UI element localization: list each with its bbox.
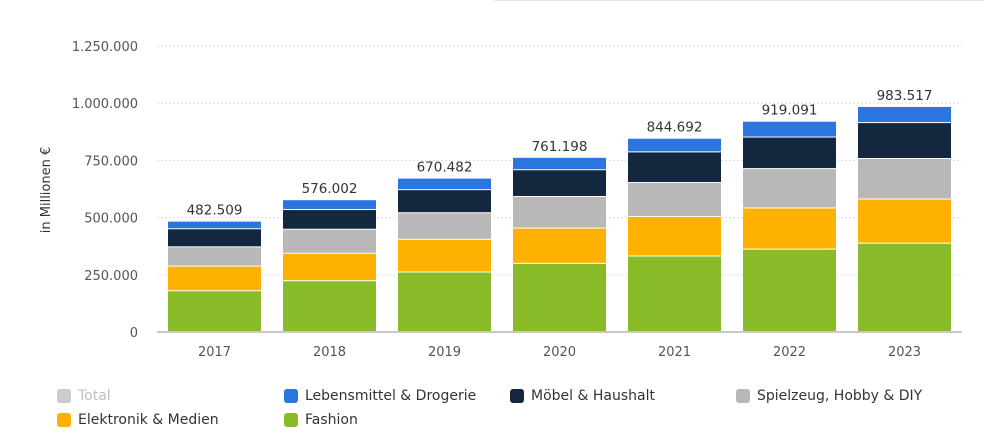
bar-segment[interactable] — [168, 247, 261, 266]
bar-segment[interactable] — [628, 183, 721, 216]
bar-segment[interactable] — [398, 178, 491, 190]
bar-segment[interactable] — [398, 239, 491, 272]
bar-segment[interactable] — [398, 213, 491, 239]
x-tick-label: 2018 — [313, 345, 346, 360]
legend-label: Lebensmittel & Drogerie — [305, 388, 477, 404]
legend-label: Fashion — [305, 412, 358, 428]
bar-segment[interactable] — [168, 221, 261, 229]
total-data-label: 983.517 — [877, 88, 933, 104]
x-tick-label: 2022 — [773, 345, 806, 360]
bar-segment[interactable] — [283, 253, 376, 281]
stacked-bar-chart: 0 250.000 500.000 750.000 1.000.000 1.250.000… — [39, 40, 962, 360]
bar-segment[interactable] — [743, 169, 836, 208]
bar-segment[interactable] — [858, 243, 951, 331]
bar-segment[interactable] — [398, 272, 491, 331]
x-tick-label: 2017 — [198, 345, 231, 360]
bar-segment[interactable] — [628, 152, 721, 183]
bar-segment[interactable] — [168, 266, 261, 291]
legend-swatch-total — [57, 389, 71, 403]
legend-item-elektronik[interactable]: Elektronik & Medien — [57, 412, 219, 428]
legend-label: Elektronik & Medien — [78, 412, 219, 428]
legend-item-fashion[interactable]: Fashion — [284, 412, 358, 428]
bar-segment[interactable] — [858, 123, 951, 159]
bar-segment[interactable] — [168, 291, 261, 331]
bar-segment[interactable] — [513, 228, 606, 263]
x-axis-ticks: 2017 2018 2019 2020 2021 2022 2023 — [198, 345, 921, 360]
bar-segment[interactable] — [283, 229, 376, 253]
total-data-label: 919.091 — [762, 103, 818, 119]
legend-label: Total — [78, 388, 111, 404]
legend-item-total[interactable]: Total — [57, 388, 111, 404]
bars — [168, 106, 951, 331]
bar-segment[interactable] — [513, 263, 606, 331]
legend-item-moebel[interactable]: Möbel & Haushalt — [510, 388, 655, 404]
bar-segment[interactable] — [283, 281, 376, 331]
legend-swatch-elektronik — [57, 413, 71, 427]
y-tick-label: 1.250.000 — [72, 40, 138, 55]
bar-segment[interactable] — [398, 190, 491, 213]
bar-segment[interactable] — [628, 138, 721, 152]
legend: Total Lebensmittel & Drogerie Möbel & Ha… — [0, 384, 984, 434]
y-axis-label: in Millionen € — [39, 147, 54, 233]
y-axis-ticks: 0 250.000 500.000 750.000 1.000.000 1.250.000 — [72, 40, 138, 341]
bar-segment[interactable] — [743, 208, 836, 249]
bar-segment[interactable] — [513, 170, 606, 197]
bar-segment[interactable] — [858, 106, 951, 123]
legend-swatch-spielzeug — [736, 389, 750, 403]
bar-segment[interactable] — [513, 197, 606, 228]
bar-segment[interactable] — [743, 249, 836, 331]
legend-swatch-fashion — [284, 413, 298, 427]
bar-segment[interactable] — [858, 159, 951, 199]
y-tick-label: 250.000 — [84, 269, 138, 284]
x-tick-label: 2023 — [888, 345, 921, 360]
total-data-label: 670.482 — [417, 160, 473, 176]
legend-swatch-moebel — [510, 389, 524, 403]
y-tick-label: 750.000 — [84, 154, 138, 169]
top-divider — [494, 0, 984, 1]
x-tick-label: 2021 — [658, 345, 691, 360]
total-data-label: 576.002 — [302, 181, 358, 197]
y-tick-label: 1.000.000 — [72, 97, 138, 112]
bar-segment[interactable] — [628, 256, 721, 331]
legend-label: Spielzeug, Hobby & DIY — [757, 388, 923, 404]
total-data-label: 761.198 — [532, 139, 588, 155]
bar-segment[interactable] — [743, 137, 836, 169]
x-tick-label: 2020 — [543, 345, 576, 360]
total-data-label: 844.692 — [647, 120, 703, 136]
total-labels: 482.509 576.002 670.482 761.198 844.692 919.0… — [187, 88, 933, 219]
legend-item-spielzeug[interactable]: Spielzeug, Hobby & DIY — [736, 388, 922, 404]
x-tick-label: 2019 — [428, 345, 461, 360]
bar-segment[interactable] — [858, 199, 951, 243]
bar-segment[interactable] — [513, 157, 606, 170]
bar-segment[interactable] — [168, 229, 261, 247]
legend-item-lebensmittel[interactable]: Lebensmittel & Drogerie — [284, 388, 476, 404]
bar-segment[interactable] — [628, 216, 721, 256]
y-tick-label: 0 — [130, 326, 138, 341]
bar-segment[interactable] — [283, 200, 376, 210]
bar-segment[interactable] — [743, 121, 836, 137]
total-data-label: 482.509 — [187, 203, 243, 219]
y-tick-label: 500.000 — [84, 212, 138, 227]
legend-label: Möbel & Haushalt — [531, 388, 655, 404]
bar-segment[interactable] — [283, 210, 376, 229]
legend-swatch-lebensmittel — [284, 389, 298, 403]
